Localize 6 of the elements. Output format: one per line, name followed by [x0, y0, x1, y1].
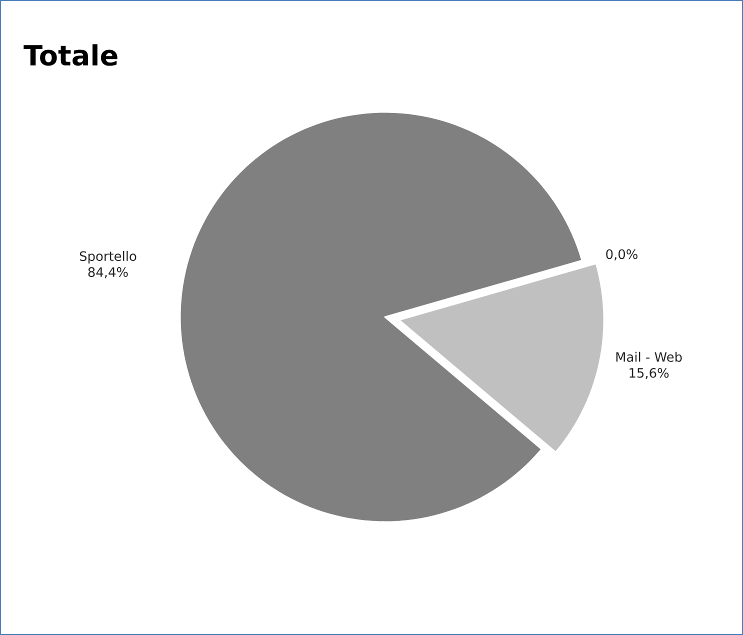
- chart-title: Totale: [24, 44, 118, 66]
- slice-label: Mail - Web: [616, 352, 682, 362]
- data-label: 15,6%: [630, 368, 669, 380]
- slice-label: Sportello: [80, 251, 136, 264]
- data-label: 84,4%: [88, 267, 128, 278]
- text: 0,0%: [606, 249, 638, 260]
